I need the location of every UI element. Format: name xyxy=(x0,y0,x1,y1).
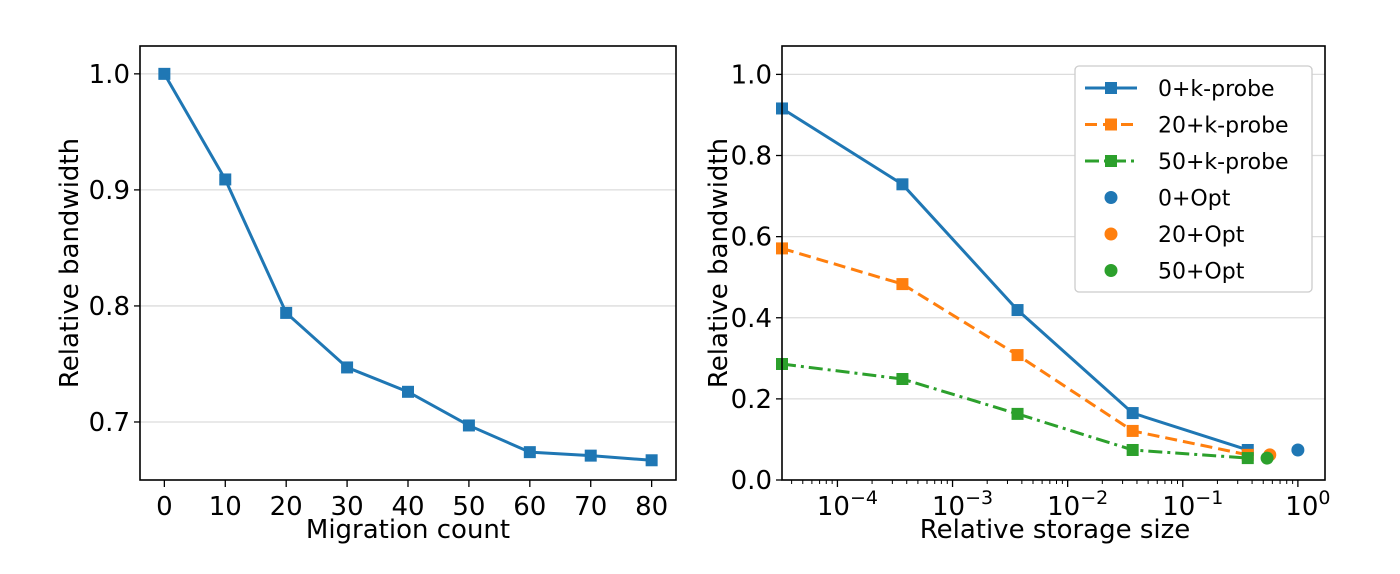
data-point xyxy=(402,385,414,398)
data-point xyxy=(462,419,475,432)
data-point xyxy=(584,449,597,462)
y-tick-label: 0.8 xyxy=(89,292,130,322)
legend-entry: 0+k-probe xyxy=(1085,77,1275,102)
chart-migration-count: Migration count Relative bandwidth 0.7 0.… xyxy=(55,45,677,545)
legend-entry: 20+k-probe xyxy=(1085,114,1289,139)
data-point xyxy=(645,454,658,467)
legend-marker xyxy=(1104,227,1118,241)
y-tick-label: 1.0 xyxy=(89,60,130,90)
x-tick-label: 30 xyxy=(331,492,364,522)
data-point xyxy=(280,306,293,319)
series-50-plus-Opt xyxy=(1260,451,1274,465)
legend-label: 50+k-probe xyxy=(1158,150,1289,175)
x-tick-label: 10−2 xyxy=(1047,487,1108,522)
data-point xyxy=(1126,443,1139,456)
series-0-plus-Opt xyxy=(1291,443,1305,457)
legend-marker xyxy=(1105,118,1117,131)
x-tick-label: 10−4 xyxy=(817,487,878,522)
legend-marker xyxy=(1105,155,1117,167)
y-tick-label: 0.6 xyxy=(731,223,772,253)
legend-label: 0+k-probe xyxy=(1158,77,1275,102)
legend: 0+k-probe 20+k-probe 50+k-probe 0+Opt 20+Opt… xyxy=(1074,65,1313,293)
legend-entry: 50+k-probe xyxy=(1085,150,1289,175)
legend-box xyxy=(1074,65,1313,293)
data-point xyxy=(219,173,232,186)
legend-label: 20+Opt xyxy=(1158,223,1245,248)
x-tick-label: 20 xyxy=(270,492,303,522)
data-point xyxy=(1011,407,1024,420)
legend-entry: 0+Opt xyxy=(1104,187,1231,212)
y-axis-label: Relative bandwidth xyxy=(704,138,734,388)
x-tick-label: 40 xyxy=(391,492,424,522)
data-point xyxy=(158,67,171,80)
y-tick-label: 0.2 xyxy=(731,385,772,415)
x-tick-label: 50 xyxy=(452,492,485,522)
legend-label: 50+Opt xyxy=(1158,260,1245,285)
y-tick-label: 0.0 xyxy=(731,466,772,496)
series-line xyxy=(163,73,652,462)
legend-label: 20+k-probe xyxy=(1158,114,1289,139)
data-point xyxy=(1241,452,1254,465)
y-tick-label: 0.4 xyxy=(731,304,772,334)
legend-entry: 50+Opt xyxy=(1104,260,1245,285)
x-axis-label: Migration count xyxy=(306,515,510,545)
x-tick-label: 100 xyxy=(1285,487,1330,522)
legend-entry: 20+Opt xyxy=(1104,223,1245,248)
y-tick-label: 0.9 xyxy=(89,176,130,206)
legend-marker xyxy=(1104,264,1118,277)
y-axis-label: Relative bandwidth xyxy=(55,138,85,388)
data-point xyxy=(896,278,909,291)
x-tick-label: 10−1 xyxy=(1162,487,1223,522)
data-point xyxy=(1260,451,1274,465)
legend-label: 0+Opt xyxy=(1158,187,1231,212)
y-tick-label: 0.8 xyxy=(731,142,772,172)
data-point xyxy=(1126,407,1139,420)
legend-marker xyxy=(1105,82,1117,94)
data-point xyxy=(896,178,909,191)
series-50-plus-k-probe xyxy=(776,357,1254,465)
legend-marker xyxy=(1104,191,1118,204)
x-tick-label: 10−3 xyxy=(932,487,993,522)
data-point xyxy=(1011,349,1024,362)
x-tick-label: 80 xyxy=(635,492,668,522)
plot-frame xyxy=(139,45,677,481)
data-point xyxy=(1011,304,1024,317)
x-tick-label: 10 xyxy=(209,492,242,522)
x-tick-label: 60 xyxy=(513,492,546,522)
data-point xyxy=(1126,424,1139,437)
data-point xyxy=(1291,443,1305,457)
chart-storage-size: Relative storage size Relative bandwidth… xyxy=(704,45,1330,545)
y-tick-label: 0.7 xyxy=(89,408,130,438)
x-axis-label: Relative storage size xyxy=(920,515,1191,545)
x-tick-label: 70 xyxy=(574,492,607,522)
x-tick-label: 0 xyxy=(156,492,173,522)
series-line xyxy=(158,67,658,467)
data-point xyxy=(341,361,354,374)
data-point xyxy=(896,373,909,386)
data-point xyxy=(523,446,536,459)
plot-frame xyxy=(781,45,1326,481)
y-tick-label: 1.0 xyxy=(731,60,772,90)
